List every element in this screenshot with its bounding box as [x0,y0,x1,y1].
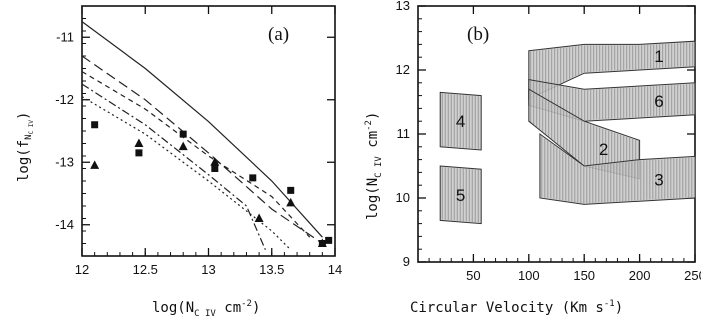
panel-a-x-axis-label: log(NC IV cm-2) [152,299,260,319]
square-point [325,236,333,244]
y-tick-label: -11 [56,29,74,44]
square-point [179,130,187,138]
band-label: 3 [654,170,663,189]
panel-b-x-axis-label: Circular Velocity (Km s-1) [410,299,623,316]
triangle-point [90,160,100,169]
triangle-point [286,197,296,207]
series-line-dotted [81,96,292,251]
band-label: 2 [599,140,608,159]
triangle-point [134,138,144,147]
y-tick-label: -14 [55,217,74,232]
square-point [249,174,257,182]
y-tick-label: 9 [403,254,410,269]
panel-b: 50 100 150 200 250 9 10 11 12 13 1 6 2 3 4 5 (b) log(N… [364,0,701,316]
y-tick-label: 11 [397,126,411,141]
x-tick-label: 12.5 [133,262,158,277]
x-tick-label: 50 [466,268,480,283]
square-point [135,149,143,157]
x-tick-label: 14 [328,262,342,277]
x-tick-label: 13 [201,262,215,277]
band-label: 1 [654,47,663,66]
band-5 [439,165,482,225]
panel-b-label: (b) [467,24,489,45]
band-3 [539,133,696,205]
series-line-dot-dash [81,83,266,251]
panel-a-frame [81,5,336,257]
y-tick-label: 12 [396,62,410,77]
square-point [287,186,295,194]
x-tick-label: 100 [518,268,540,283]
series-line-long-dash [81,55,323,244]
triangle-point [254,213,264,222]
x-tick-label: 150 [573,268,595,283]
y-tick-label: -13 [55,154,74,169]
band-label: 4 [456,112,465,131]
square-point [211,165,219,172]
panel-a-y-axis-label: log(fNC IV) [16,112,35,182]
triangle-point [210,157,220,166]
band-label: 6 [654,92,663,111]
x-tick-label: 250 [684,268,701,283]
series-line-solid [81,21,323,238]
x-tick-label: 200 [629,268,651,283]
x-tick-label: 12 [75,262,89,277]
band-label: 5 [456,186,465,205]
y-tick-label: 10 [396,190,410,205]
panel-a: 12 12.5 13 13.5 14 -11 -12 -13 -14 (a) log(fNC I… [16,5,342,319]
panel-b-y-axis-label: log(NC IV cm-2) [364,112,384,220]
band-4 [439,91,482,151]
y-tick-label: 13 [396,0,410,13]
x-tick-label: 13.5 [259,262,284,277]
triangle-point [317,238,327,247]
panel-a-label: (a) [268,24,289,45]
y-tick-label: -12 [55,92,74,107]
triangle-point [178,141,188,151]
square-point [91,121,99,129]
series-line-short-dash [81,71,311,238]
